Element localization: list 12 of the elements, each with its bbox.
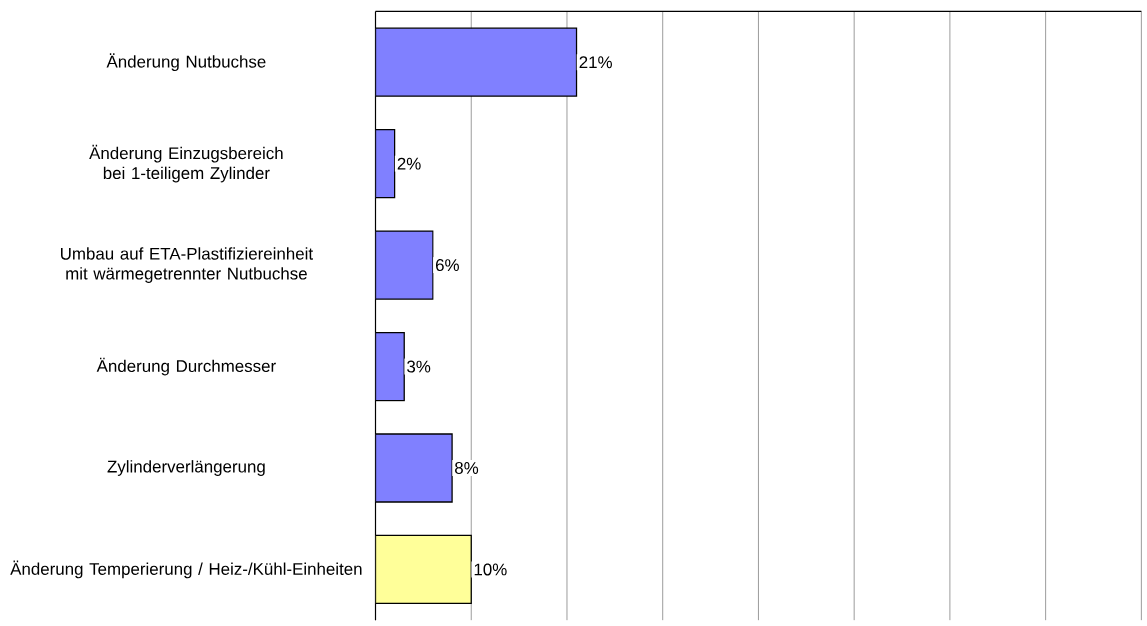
y-tick-label: Zylinderverlängerung <box>107 460 265 476</box>
data-label: 8% <box>455 462 479 475</box>
data-label: 3% <box>407 360 431 373</box>
y-tick-label: Umbau auf ETA-Plastifiziereinheit mit wärmegetrennter Nutbuchse <box>61 247 313 284</box>
data-label: 6% <box>435 259 459 272</box>
data-label: 2% <box>397 157 421 170</box>
data-label: 10% <box>474 563 507 576</box>
y-tick-label: Änderung Nutbuchse <box>106 53 266 72</box>
y-tick-label: Änderung Temperierung / Heiz-/Kühl-Einheiten <box>10 560 362 579</box>
y-tick-label: Änderung Durchmesser <box>96 357 276 376</box>
data-label: 21% <box>579 56 612 69</box>
y-tick-label: Änderung Einzugsbereich bei 1-teiligem Zylinder <box>89 144 283 183</box>
